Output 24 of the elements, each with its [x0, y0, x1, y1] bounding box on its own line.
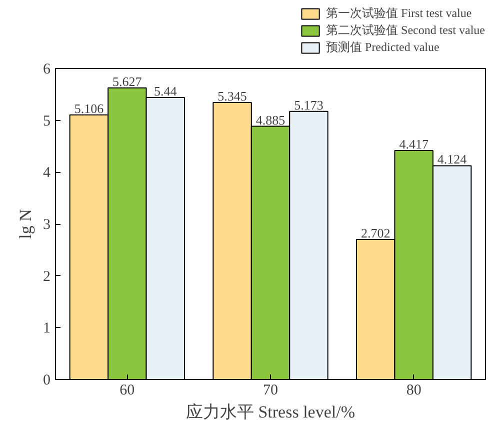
y-axis-title: lg N — [16, 209, 35, 239]
data-label: 5.173 — [294, 97, 324, 112]
y-tick-label: 1 — [43, 320, 50, 337]
data-label: 5.345 — [218, 88, 247, 104]
x-tick-label: 70 — [263, 382, 278, 398]
data-label: 4.124 — [437, 152, 468, 167]
x-tick-label: 60 — [120, 382, 135, 398]
legend-label: 第一次试验值 First test value — [326, 5, 472, 22]
data-label: 5.44 — [154, 84, 178, 99]
data-label: 4.417 — [399, 136, 429, 152]
y-tick-label: 3 — [43, 217, 50, 233]
y-tick-label: 4 — [43, 165, 51, 182]
data-label: 4.885 — [256, 112, 286, 128]
legend-label: 预测值 Predicted value — [326, 39, 440, 56]
y-tick-label: 5 — [43, 113, 50, 130]
x-tick-label: 80 — [406, 382, 422, 398]
y-tick-label: 2 — [43, 268, 50, 285]
y-tick-label: 0 — [43, 372, 50, 388]
data-label: 5.106 — [74, 100, 104, 116]
y-tick-label: 6 — [43, 62, 51, 78]
data-label: 2.702 — [360, 225, 390, 240]
legend-label: 第二次试验值 Second test value — [326, 22, 485, 39]
x-axis-title: 应力水平 Stress level/% — [186, 402, 356, 422]
data-label: 5.627 — [112, 74, 142, 89]
